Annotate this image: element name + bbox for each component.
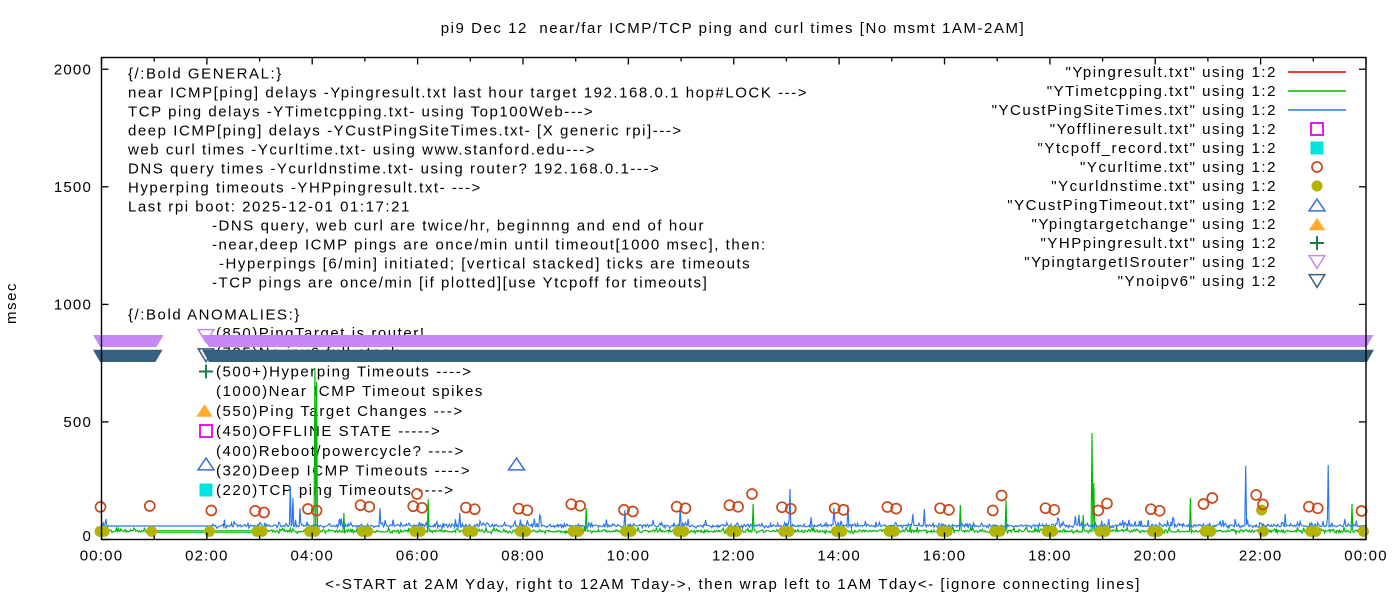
svg-text:"YCustPingTimeout.txt" using 1: "YCustPingTimeout.txt" using 1:2: [1007, 197, 1277, 214]
svg-text:"Ycurldnstime.txt" using 1:2: "Ycurldnstime.txt" using 1:2: [1051, 178, 1277, 195]
svg-text:(550)Ping Target Changes --->: (550)Ping Target Changes --->: [216, 403, 464, 420]
svg-text:500: 500: [63, 414, 92, 431]
svg-text:(500+)Hyperping Timeouts ---->: (500+)Hyperping Timeouts ---->: [216, 364, 473, 381]
svg-text:TCP ping delays -YTimetcpping.: TCP ping delays -YTimetcpping.txt- using…: [128, 104, 594, 121]
svg-text:"Yofflineresult.txt" using 1:2: "Yofflineresult.txt" using 1:2: [1050, 121, 1277, 138]
svg-text:<-START at 2AM Yday, right to: <-START at 2AM Yday, right to 12AM Tday-…: [325, 576, 1141, 593]
svg-text:(320)Deep ICMP Timeouts ---->: (320)Deep ICMP Timeouts ---->: [216, 463, 471, 480]
svg-text:16:00: 16:00: [923, 548, 967, 565]
svg-text:(400)Reboot/powercycle? ---->: (400)Reboot/powercycle? ---->: [216, 443, 465, 460]
svg-text:00:00: 00:00: [1344, 548, 1388, 565]
svg-text:"Ycurltime.txt" using 1:2: "Ycurltime.txt" using 1:2: [1080, 159, 1277, 176]
svg-text:12:00: 12:00: [712, 548, 756, 565]
svg-text:Last rpi boot: 2025-12-01 01:1: Last rpi boot: 2025-12-01 01:17:21: [128, 199, 411, 216]
svg-text:06:00: 06:00: [396, 548, 440, 565]
svg-text:(220)TCP ping Timeouts ---->: (220)TCP ping Timeouts ---->: [216, 482, 455, 499]
svg-text:18:00: 18:00: [1028, 548, 1072, 565]
svg-text:pi9 Dec 12 near/far ICMP/TCP: pi9 Dec 12 near/far ICMP/TCP ping and cu…: [441, 20, 1026, 37]
svg-text:2000: 2000: [54, 61, 92, 78]
svg-text:msec: msec: [3, 282, 20, 324]
svg-text:-near,deep ICMP pings are once: -near,deep ICMP pings are once/min until…: [212, 237, 767, 254]
svg-text:0: 0: [82, 528, 92, 545]
svg-text:08:00: 08:00: [501, 548, 545, 565]
svg-text:-Hyperpings [6/min] initiated;: -Hyperpings [6/min] initiated; [vertical…: [219, 256, 751, 273]
svg-text:02:00: 02:00: [185, 548, 229, 565]
svg-text:web curl times -Ycurltime.txt-: web curl times -Ycurltime.txt- using www…: [127, 142, 596, 159]
svg-text:"Ytcpoff_record.txt" using 1:2: "Ytcpoff_record.txt" using 1:2: [1038, 140, 1277, 157]
svg-text:-DNS query, web curl are twice: -DNS query, web curl are twice/hr, begin…: [212, 218, 705, 235]
svg-text:deep ICMP[ping] delays -YCustP: deep ICMP[ping] delays -YCustPingSiteTim…: [128, 123, 683, 140]
svg-text:1000: 1000: [54, 297, 92, 314]
svg-text:{/:Bold ANOMALIES:}: {/:Bold ANOMALIES:}: [128, 307, 301, 324]
svg-text:00:00: 00:00: [80, 548, 124, 565]
svg-text:(1000)Near ICMP Timeout spikes: (1000)Near ICMP Timeout spikes: [216, 383, 484, 400]
svg-text:(450)OFFLINE STATE ----->: (450)OFFLINE STATE ----->: [216, 423, 441, 440]
svg-text:{/:Bold GENERAL:}: {/:Bold GENERAL:}: [128, 66, 283, 83]
svg-text:-TCP pings are once/min [if pl: -TCP pings are once/min [if plotted][use…: [212, 275, 708, 292]
svg-text:"YpingtargetISrouter" using 1:: "YpingtargetISrouter" using 1:2: [1024, 254, 1277, 271]
svg-text:22:00: 22:00: [1239, 548, 1283, 565]
svg-text:Hyperping timeouts -YHPpingres: Hyperping timeouts -YHPpingresult.txt- -…: [128, 180, 482, 197]
svg-text:14:00: 14:00: [817, 548, 861, 565]
svg-text:10:00: 10:00: [607, 548, 651, 565]
svg-text:04:00: 04:00: [290, 548, 334, 565]
svg-text:1500: 1500: [54, 179, 92, 196]
svg-text:"YCustPingSiteTimes.txt" using: "YCustPingSiteTimes.txt" using 1:2: [992, 102, 1277, 119]
svg-text:20:00: 20:00: [1133, 548, 1177, 565]
svg-text:near ICMP[ping] delays -Ypingr: near ICMP[ping] delays -Ypingresult.txt …: [128, 85, 808, 102]
svg-text:"YTimetcpping.txt" using 1:2: "YTimetcpping.txt" using 1:2: [1047, 83, 1277, 100]
svg-text:DNS query times -Ycurldnstime.: DNS query times -Ycurldnstime.txt- using…: [128, 161, 660, 178]
svg-text:"Ypingresult.txt" using 1:2: "Ypingresult.txt" using 1:2: [1066, 64, 1277, 81]
svg-text:"Ypingtargetchange" using 1:2: "Ypingtargetchange" using 1:2: [1032, 216, 1277, 233]
svg-text:"Ynoipv6" using 1:2: "Ynoipv6" using 1:2: [1118, 273, 1277, 290]
svg-text:"YHPpingresult.txt" using 1:2: "YHPpingresult.txt" using 1:2: [1040, 235, 1277, 252]
